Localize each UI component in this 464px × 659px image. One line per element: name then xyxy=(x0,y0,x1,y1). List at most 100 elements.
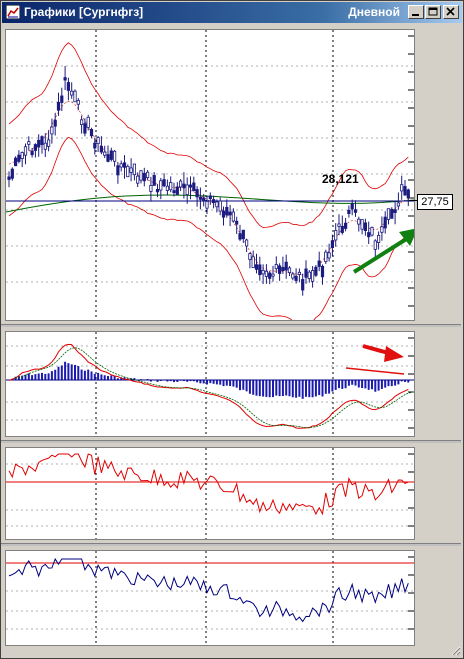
candle-body xyxy=(238,233,242,240)
panel-splitter[interactable] xyxy=(1,324,461,327)
macd-histogram-bar xyxy=(196,380,199,383)
macd-histogram-bar xyxy=(265,380,268,397)
candle-body xyxy=(406,189,410,199)
macd-histogram-bar xyxy=(215,380,218,385)
candle-body xyxy=(310,270,315,282)
candle-body xyxy=(10,168,14,179)
candle-body xyxy=(195,189,199,198)
candle-body xyxy=(132,163,136,176)
candle-body xyxy=(116,165,120,176)
candle-body xyxy=(228,211,232,216)
candle-body xyxy=(337,223,341,227)
macd-histogram-bar xyxy=(394,380,397,386)
macd-histogram-bar xyxy=(324,380,327,394)
macd-histogram-bar xyxy=(34,374,37,380)
macd-histogram-bar xyxy=(212,380,215,384)
macd-histogram-bar xyxy=(404,380,406,382)
candle-body xyxy=(139,170,143,181)
macd-histogram-bar xyxy=(120,377,123,380)
candle-body xyxy=(103,151,107,156)
macd-histogram-bar xyxy=(100,374,103,380)
minimize-icon xyxy=(412,14,419,16)
candle-body xyxy=(363,222,368,231)
candle-body xyxy=(80,119,84,125)
oscillator-panel[interactable] xyxy=(5,447,415,540)
candle-body xyxy=(37,139,41,148)
macd-histogram-bar xyxy=(149,380,152,382)
candle-body xyxy=(185,184,189,196)
candle-body xyxy=(261,269,265,275)
macd-histogram-bar xyxy=(334,380,337,390)
macd-histogram-bar xyxy=(390,380,393,387)
macd-histogram-bar xyxy=(41,372,43,380)
candle-body xyxy=(370,226,374,236)
minimize-button[interactable] xyxy=(408,5,424,19)
candle-body xyxy=(294,275,298,281)
macd-histogram-bar xyxy=(123,377,126,380)
candle-body xyxy=(277,265,282,274)
close-icon xyxy=(446,7,455,16)
macd-histogram-bar xyxy=(50,371,53,380)
macd-histogram-bar xyxy=(169,380,172,382)
macd-histogram-bar xyxy=(31,375,34,380)
candle-body xyxy=(43,142,47,150)
candle-body xyxy=(330,240,335,249)
candle-body xyxy=(241,229,245,240)
candle-body xyxy=(264,270,269,277)
macd-chart xyxy=(6,332,414,436)
candle-body xyxy=(198,196,202,200)
momentum-panel[interactable] xyxy=(5,550,415,646)
candle-body xyxy=(248,253,252,260)
macd-histogram-bar xyxy=(60,365,63,380)
panel-splitter[interactable] xyxy=(1,440,461,443)
price-chart-panel[interactable] xyxy=(5,29,415,321)
maximize-button[interactable] xyxy=(425,5,441,19)
macd-histogram-bar xyxy=(229,380,232,387)
candle-body xyxy=(202,197,206,201)
macd-histogram-bar xyxy=(156,380,159,382)
chart-app-icon xyxy=(6,5,20,19)
macd-histogram-bar xyxy=(248,380,251,394)
macd-histogram-bar xyxy=(24,374,27,380)
candle-body xyxy=(126,166,130,178)
candle-body xyxy=(106,154,110,162)
macd-histogram-bar xyxy=(285,380,288,396)
macd-panel[interactable] xyxy=(5,331,415,437)
title-bar[interactable]: Графики [Сургнфгз] Дневной xyxy=(2,2,462,23)
candle-body xyxy=(215,201,219,208)
macd-histogram-bar xyxy=(64,361,67,380)
macd-line xyxy=(8,343,409,429)
macd-histogram-bar xyxy=(189,380,192,382)
macd-histogram-bar xyxy=(377,380,380,391)
candle-body xyxy=(231,211,235,222)
upper-band-line xyxy=(8,42,409,228)
macd-histogram-bar xyxy=(113,375,116,380)
candle-body xyxy=(380,226,384,233)
panel-splitter[interactable] xyxy=(1,543,461,546)
candle-body xyxy=(205,200,209,209)
candle-body xyxy=(73,90,77,103)
candle-body xyxy=(284,261,288,271)
macd-histogram-bar xyxy=(186,380,189,382)
candle-body xyxy=(136,175,140,184)
close-button[interactable] xyxy=(443,5,459,19)
macd-histogram-bar xyxy=(21,375,24,380)
macd-histogram-bar xyxy=(192,380,195,382)
candle-body xyxy=(13,157,18,167)
resize-grip-icon[interactable] xyxy=(449,644,461,656)
macd-histogram-bar xyxy=(361,380,364,388)
macd-histogram-bar xyxy=(74,364,76,380)
candle-body xyxy=(390,208,394,219)
candle-body xyxy=(258,264,262,276)
macd-histogram-bar xyxy=(70,364,73,380)
macd-histogram-bar xyxy=(341,380,344,389)
candle-body xyxy=(386,208,391,220)
candle-body xyxy=(175,186,179,195)
macd-histogram-bar xyxy=(397,380,400,385)
macd-histogram-bar xyxy=(67,363,70,380)
candle-body xyxy=(7,176,11,180)
candle-body xyxy=(53,119,57,127)
macd-histogram-bar xyxy=(93,373,96,380)
moving-average-line xyxy=(6,194,414,213)
candle-body xyxy=(119,163,123,168)
